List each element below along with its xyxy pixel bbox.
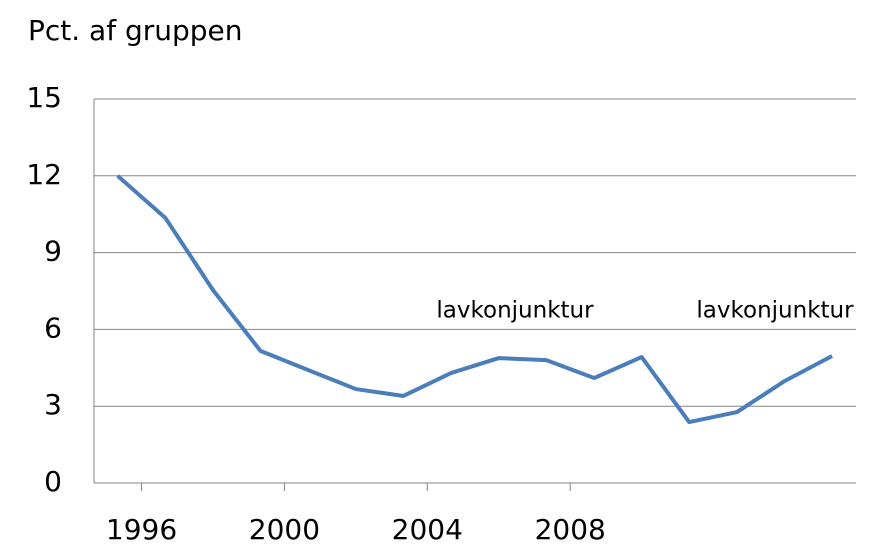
y-tick-label: 6 bbox=[44, 311, 62, 344]
annotation: lavkonjunktur bbox=[436, 298, 594, 324]
line bbox=[116, 174, 833, 425]
annotation: lavkonjunktur bbox=[696, 298, 854, 324]
x-tick-label: 2008 bbox=[535, 513, 606, 546]
y-tick-label: 12 bbox=[26, 158, 62, 191]
y-tick-label: 0 bbox=[44, 465, 62, 498]
y-tick-label: 15 bbox=[26, 81, 62, 114]
y-tick-label: 3 bbox=[44, 388, 62, 421]
y-tick-label: 9 bbox=[44, 235, 62, 268]
x-tick-label: 1996 bbox=[106, 513, 177, 546]
x-tick-label: 2000 bbox=[249, 513, 320, 546]
x-tick-label: 2004 bbox=[392, 513, 463, 546]
chart-title: Pct. af gruppen bbox=[28, 14, 243, 47]
